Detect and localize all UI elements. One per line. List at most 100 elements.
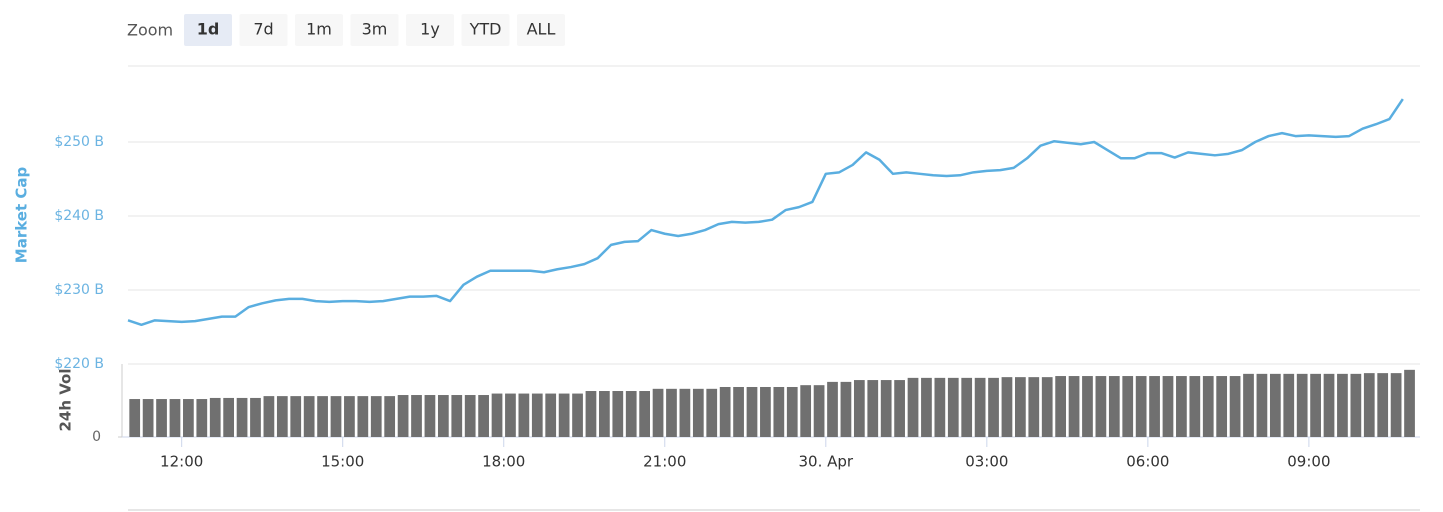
volume-bar — [1162, 376, 1174, 437]
volume-bar — [572, 393, 583, 437]
zoom-button-label[interactable]: 1m — [306, 20, 332, 39]
volume-bar — [599, 391, 610, 437]
y-tick-label: $240 B — [54, 208, 104, 224]
volume-bar — [558, 393, 570, 437]
zoom-button-label[interactable]: 3m — [362, 20, 388, 39]
volume-bar — [692, 388, 704, 437]
volume-bar — [505, 393, 516, 437]
zoom-button[interactable]: 3m — [350, 14, 399, 46]
volume-bar — [236, 397, 248, 437]
volume-bar — [867, 380, 879, 437]
x-tick-label: 06:00 — [1126, 453, 1169, 471]
volume-bar — [344, 396, 355, 437]
x-tick-label: 12:00 — [160, 453, 203, 471]
volume-bar — [1055, 376, 1067, 437]
volume-bar — [276, 396, 288, 437]
zoom-button-bg[interactable] — [350, 14, 399, 46]
zoom-button-label[interactable]: 1d — [197, 20, 220, 39]
volume-bar — [679, 388, 691, 437]
volume-bar — [719, 386, 731, 437]
volume-bar — [1337, 373, 1348, 437]
volume-bar — [290, 396, 302, 437]
volume-bar — [451, 395, 463, 437]
zoom-button-bg[interactable] — [184, 14, 232, 46]
y-tick-label: $220 B — [54, 356, 104, 372]
volume-bar — [1390, 373, 1402, 437]
volume-bar — [183, 399, 194, 437]
volume-bar — [760, 386, 771, 437]
zoom-button[interactable]: 1d — [184, 14, 232, 46]
volume-bar — [813, 385, 825, 437]
volume-bar — [1135, 376, 1147, 437]
volume-bar — [424, 395, 436, 437]
volume-bar — [1202, 376, 1214, 437]
zoom-button-bg[interactable] — [239, 14, 288, 46]
volume-bar — [800, 385, 812, 437]
volume-bar — [1377, 373, 1389, 437]
zoom-button[interactable]: 1y — [406, 14, 454, 46]
zoom-button-bg[interactable] — [406, 14, 454, 46]
zoom-button-bg[interactable] — [517, 14, 565, 46]
volume-bar — [947, 377, 959, 437]
volume-bar — [169, 399, 181, 437]
zoom-button[interactable]: YTD — [461, 14, 510, 46]
volume-bar — [1041, 377, 1053, 437]
volume-bar — [1189, 376, 1201, 437]
volume-bar — [853, 380, 865, 437]
zoom-button-bg[interactable] — [295, 14, 343, 46]
volume-bar — [491, 393, 503, 437]
volume-bar — [840, 381, 852, 437]
x-tick-label: 09:00 — [1287, 453, 1330, 471]
volume-bar — [317, 396, 328, 437]
zoom-button-label[interactable]: 1y — [420, 20, 440, 39]
volume-bar — [357, 396, 369, 437]
volume-bar — [129, 399, 141, 437]
volume-bar — [1283, 373, 1295, 437]
zoom-button[interactable]: 7d — [239, 14, 288, 46]
volume-bar — [531, 393, 543, 437]
price-line — [127, 98, 1404, 327]
volume-bar — [907, 377, 919, 437]
volume-bar — [733, 386, 744, 437]
volume-bar — [746, 386, 758, 437]
y-axis-title: Market Cap — [13, 167, 31, 264]
volume-bar — [1028, 377, 1040, 437]
volume-bar — [1108, 376, 1120, 437]
volume-bar — [706, 388, 718, 437]
volume-bar — [250, 397, 261, 437]
volume-bar — [370, 396, 382, 437]
volume-bar — [223, 397, 235, 437]
volume-bar — [612, 391, 624, 437]
volume-bar — [411, 395, 422, 437]
volume-bar — [330, 396, 342, 437]
volume-bar — [1310, 373, 1321, 437]
volume-bar — [652, 388, 664, 437]
volume-bar — [639, 391, 651, 437]
volume-bar — [1122, 376, 1134, 437]
volume-bar — [921, 377, 932, 437]
zoom-button[interactable]: 1m — [295, 14, 343, 46]
volume-bar — [585, 391, 597, 437]
zoom-button-label[interactable]: YTD — [469, 20, 502, 39]
volume-bar — [209, 397, 221, 437]
zoom-button-label[interactable]: 7d — [253, 20, 273, 39]
y-tick-label: $230 B — [54, 282, 104, 298]
volume-bar — [773, 386, 785, 437]
zoom-button-label[interactable]: ALL — [527, 20, 556, 39]
volume-bar — [156, 399, 167, 437]
volume-bar — [827, 381, 838, 437]
volume-bar — [1095, 376, 1107, 437]
volume-axis-title: 24h Vol — [57, 368, 75, 431]
volume-bar — [518, 393, 530, 437]
volume-bar — [666, 388, 677, 437]
volume-bar — [1176, 376, 1187, 437]
volume-bar — [1216, 376, 1228, 437]
zoom-button-bg[interactable] — [461, 14, 510, 46]
zoom-button[interactable]: ALL — [517, 14, 565, 46]
x-tick-label: 18:00 — [482, 453, 525, 471]
y-tick-label: $250 B — [54, 134, 104, 150]
volume-bar — [1269, 373, 1281, 437]
volume-bar — [880, 380, 892, 437]
